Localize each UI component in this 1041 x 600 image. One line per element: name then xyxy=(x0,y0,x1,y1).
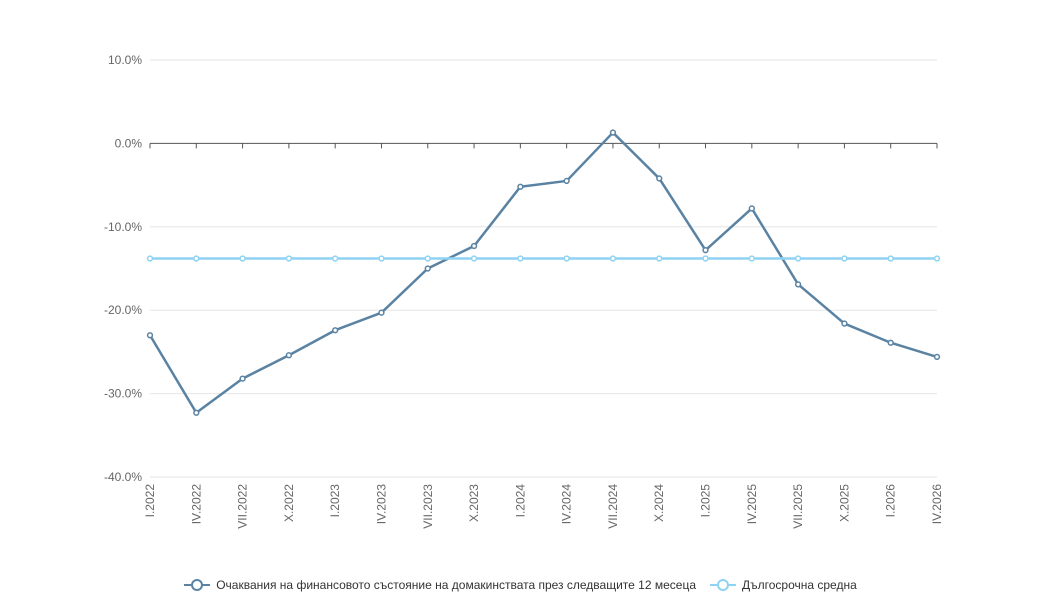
y-tick-label: -30.0% xyxy=(104,387,142,401)
x-tick-label: IV.2022 xyxy=(189,484,203,525)
x-tick-label: VII.2025 xyxy=(791,484,805,529)
x-tick-label: X.2024 xyxy=(652,484,666,522)
data-point-0 xyxy=(702,247,709,254)
data-point-1 xyxy=(656,255,663,262)
series-line-0 xyxy=(148,131,938,415)
data-point-1 xyxy=(470,255,478,262)
line-chart: 10.0% 0.0% -10.0% -20.0% -30.0% -40.0%I.2022 I… xyxy=(104,53,944,529)
y-tick-label: -10.0% xyxy=(104,220,142,234)
data-point-1 xyxy=(933,255,941,262)
x-tick-label: IV.2025 xyxy=(745,484,759,525)
legend-marker-long-term-average xyxy=(710,579,736,591)
legend-item-expectations[interactable]: Очаквания на финансовото състояние на до… xyxy=(184,578,696,592)
legend-marker-expectations xyxy=(184,579,211,591)
y-tick-label: -20.0% xyxy=(104,303,142,317)
x-tick-label: X.2025 xyxy=(837,484,851,522)
y-tick-label: -40.0% xyxy=(104,470,142,484)
x-tick-label: I.2024 xyxy=(513,484,527,518)
data-point-1 xyxy=(563,255,570,262)
data-point-1 xyxy=(609,255,617,262)
y-tick-label: 10.0% xyxy=(108,53,142,67)
data-point-0 xyxy=(332,327,339,334)
data-point-0 xyxy=(794,281,802,288)
x-tick-label: X.2023 xyxy=(467,484,481,522)
legend-label-long-term-average: Дългосрочна средна xyxy=(742,578,857,592)
x-tick-label: I.2025 xyxy=(699,484,713,518)
data-point-1 xyxy=(146,255,154,262)
data-point-0 xyxy=(470,242,478,250)
data-point-0 xyxy=(656,175,663,182)
x-tick-label: VII.2024 xyxy=(606,484,620,529)
data-point-1 xyxy=(285,255,293,262)
x-tick-label: I.2023 xyxy=(328,484,342,518)
data-point-1 xyxy=(702,255,709,262)
legend-label-expectations: Очаквания на финансовото състояние на до… xyxy=(216,578,696,592)
x-tick-label: VII.2023 xyxy=(421,484,435,529)
data-point-1 xyxy=(517,255,524,262)
data-point-1 xyxy=(239,255,246,262)
data-point-0 xyxy=(748,205,755,212)
data-point-0 xyxy=(193,409,200,416)
data-point-1 xyxy=(332,255,339,262)
data-point-1 xyxy=(193,255,200,262)
x-tick-label: IV.2024 xyxy=(560,484,574,525)
data-point-1 xyxy=(748,255,755,262)
data-point-1 xyxy=(887,255,894,262)
data-point-1 xyxy=(424,255,431,262)
data-point-1 xyxy=(378,255,385,262)
x-tick-label: I.2022 xyxy=(143,484,157,518)
data-point-0 xyxy=(517,183,524,190)
data-point-0 xyxy=(841,320,848,327)
data-point-0 xyxy=(933,353,941,361)
x-tick-label: I.2026 xyxy=(884,484,898,518)
data-point-0 xyxy=(285,352,293,359)
x-tick-label: VII.2022 xyxy=(236,484,250,529)
legend: Очаквания на финансовото състояние на до… xyxy=(0,578,1041,592)
data-point-0 xyxy=(378,309,385,316)
legend-item-long-term-average[interactable]: Дългосрочна средна xyxy=(710,578,857,592)
data-point-0 xyxy=(563,177,570,185)
data-point-0 xyxy=(424,265,431,272)
x-tick-label: X.2022 xyxy=(282,484,296,522)
data-point-0 xyxy=(887,339,894,346)
data-point-1 xyxy=(794,255,802,262)
y-tick-label: 0.0% xyxy=(115,136,143,150)
data-point-0 xyxy=(609,129,617,136)
x-tick-label: IV.2023 xyxy=(374,484,388,525)
data-point-0 xyxy=(146,332,154,339)
data-point-0 xyxy=(239,375,246,382)
data-point-1 xyxy=(841,255,848,262)
x-tick-label: IV.2026 xyxy=(930,484,944,525)
